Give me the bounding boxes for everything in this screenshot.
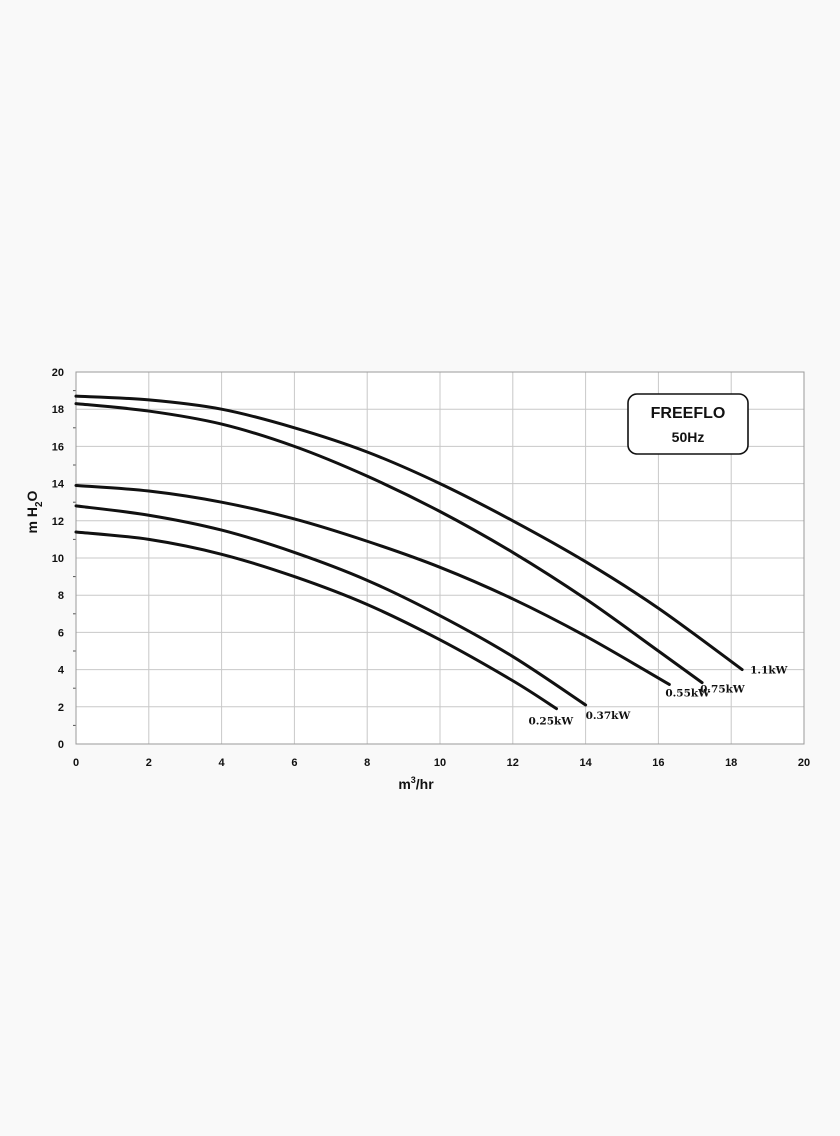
y-tick-labels: 0 2 4 6 8 10 12 14 16 18 20 bbox=[52, 367, 65, 751]
y-tick-label: 16 bbox=[52, 441, 64, 453]
series-curve-0.37kW bbox=[74, 504, 588, 707]
x-tick-label: 16 bbox=[652, 757, 664, 769]
series-label: 1.1kW bbox=[750, 665, 788, 677]
series-label: 0.25kW bbox=[528, 716, 573, 728]
series-curve-0.55kW bbox=[74, 483, 671, 686]
y-axis-label: m H2O bbox=[24, 490, 45, 533]
x-tick-labels: 0 2 4 6 8 10 12 14 16 18 20 bbox=[73, 757, 810, 769]
y-tick-label: 12 bbox=[52, 516, 64, 528]
x-tick-label: 20 bbox=[798, 757, 810, 769]
series-label: 0.55kW bbox=[665, 687, 710, 699]
series-label: 0.75kW bbox=[700, 684, 745, 696]
x-tick-label: 0 bbox=[73, 757, 79, 769]
series-curve-0.75kW bbox=[74, 402, 704, 685]
x-tick-label: 2 bbox=[146, 757, 152, 769]
x-tick-label: 6 bbox=[291, 757, 297, 769]
x-axis-label: m3/hr bbox=[398, 775, 434, 792]
x-tick-label: 8 bbox=[364, 757, 370, 769]
x-tick-label: 18 bbox=[725, 757, 737, 769]
series-curve-0.25kW bbox=[74, 530, 558, 711]
y-tick-label: 20 bbox=[52, 367, 64, 379]
y-tick-label: 6 bbox=[58, 627, 64, 639]
chart-subtitle: 50Hz bbox=[672, 429, 705, 445]
series-label: 0.37kW bbox=[586, 710, 631, 722]
x-tick-label: 10 bbox=[434, 757, 446, 769]
x-tick-label: 4 bbox=[219, 757, 226, 769]
y-tick-label: 8 bbox=[58, 590, 64, 602]
plot-frame bbox=[75, 371, 805, 745]
y-tick-label: 2 bbox=[58, 702, 64, 714]
y-tick-label: 14 bbox=[52, 479, 65, 491]
chart-title: FREEFLO bbox=[651, 405, 726, 422]
y-tick-label: 10 bbox=[52, 553, 64, 565]
x-tick-label: 12 bbox=[507, 757, 519, 769]
y-tick-label: 18 bbox=[52, 404, 64, 416]
y-tick-label: 4 bbox=[58, 665, 65, 677]
series-curves bbox=[74, 394, 744, 711]
y-tick-label: 0 bbox=[58, 739, 64, 751]
legend-box: FREEFLO 50Hz bbox=[627, 393, 749, 455]
series-curve-1.1kW bbox=[74, 394, 744, 672]
x-tick-label: 14 bbox=[579, 757, 592, 769]
